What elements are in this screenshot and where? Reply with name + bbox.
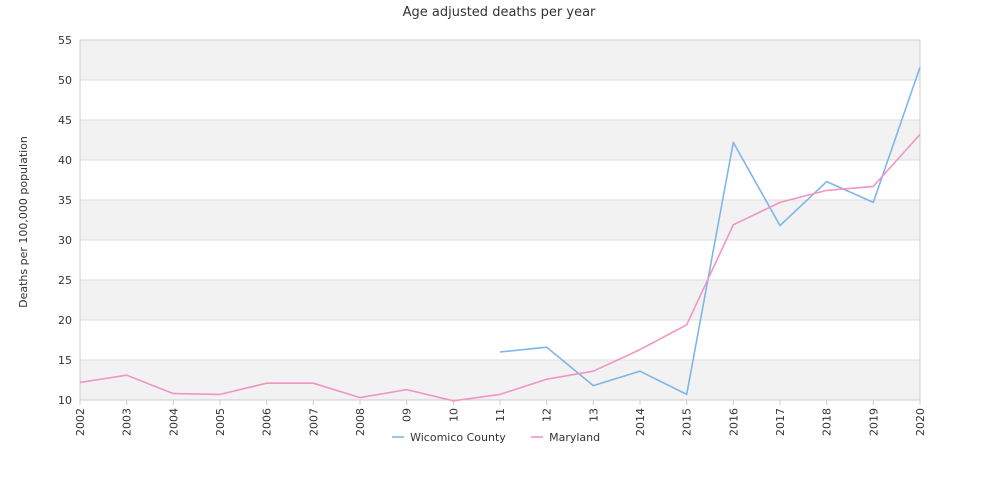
y-tick-label: 35 bbox=[58, 194, 72, 207]
x-tick-label: 2005 bbox=[214, 408, 227, 436]
tick-labels: 10 15 20 25 30 35 40 45 50 55 2002 2003 2004 2005 2006… bbox=[58, 34, 927, 436]
x-tick-label: 2014 bbox=[634, 408, 647, 436]
y-axis-label: Deaths per 100,000 population bbox=[17, 136, 30, 308]
x-tick-label: 09 bbox=[401, 408, 414, 422]
y-tick-label: 15 bbox=[58, 354, 72, 367]
legend-label: Maryland bbox=[549, 431, 600, 444]
x-tick-label: 11 bbox=[494, 408, 507, 422]
x-tick-label: 2008 bbox=[354, 408, 367, 436]
grid-band bbox=[80, 40, 920, 80]
x-tick-label: 2019 bbox=[867, 408, 880, 436]
axes bbox=[79, 39, 921, 405]
x-tick-label: 2007 bbox=[307, 408, 320, 436]
x-tick-label: 2018 bbox=[821, 408, 834, 436]
x-tick-label: 2006 bbox=[261, 408, 274, 436]
legend-label: Wicomico County bbox=[410, 431, 506, 444]
y-tick-label: 50 bbox=[58, 74, 72, 87]
y-tick-label: 30 bbox=[58, 234, 72, 247]
legend-item[interactable]: Maryland bbox=[531, 431, 600, 444]
series-lines bbox=[79, 66, 921, 402]
x-tick-label: 2015 bbox=[681, 408, 694, 436]
x-tick-label: 2020 bbox=[914, 408, 927, 436]
x-tick-label: 2016 bbox=[727, 408, 740, 436]
y-tick-label: 20 bbox=[58, 314, 72, 327]
y-tick-label: 55 bbox=[58, 34, 72, 47]
x-tick-label: 13 bbox=[587, 408, 600, 422]
x-tick-label: 12 bbox=[541, 408, 554, 422]
grid-band bbox=[80, 280, 920, 320]
y-tick-label: 45 bbox=[58, 114, 72, 127]
grid-bands bbox=[80, 40, 920, 400]
legend: Wicomico County Maryland bbox=[392, 431, 600, 444]
legend-item[interactable]: Wicomico County bbox=[392, 431, 506, 444]
y-tick-label: 40 bbox=[58, 154, 72, 167]
y-tick-label: 10 bbox=[58, 394, 72, 407]
x-tick-label: 2004 bbox=[167, 408, 180, 436]
x-tick-label: 2003 bbox=[121, 408, 134, 436]
grid-band bbox=[80, 120, 920, 160]
series-line bbox=[499, 66, 921, 396]
x-tick-label: 10 bbox=[447, 408, 460, 422]
grid-band bbox=[80, 360, 920, 400]
x-tick-label: 2002 bbox=[74, 408, 87, 436]
chart-title: Age adjusted deaths per year bbox=[403, 5, 596, 20]
y-tick-label: 25 bbox=[58, 274, 72, 287]
series-line bbox=[79, 133, 921, 402]
x-tick-label: 2017 bbox=[774, 408, 787, 436]
grid-band bbox=[80, 200, 920, 240]
